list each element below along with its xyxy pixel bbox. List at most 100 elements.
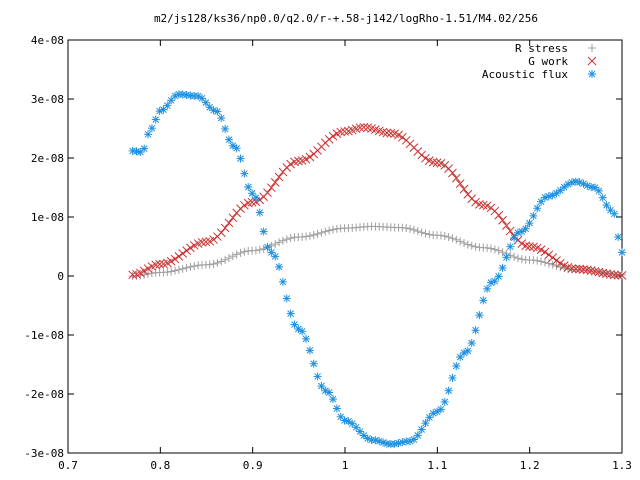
data-point [217,114,226,123]
data-point [483,243,492,252]
data-point [463,346,472,355]
data-point [201,98,210,107]
data-point [282,235,291,244]
data-point [155,107,164,116]
data-point [232,250,241,259]
data-point [174,265,183,274]
data-point [533,256,542,265]
data-point [498,215,507,225]
x-tick-label: 0.7 [58,459,78,472]
data-point [471,326,480,335]
data-point [602,269,611,279]
data-point [240,169,249,178]
data-point [228,252,237,261]
x-tick-label: 1.3 [612,459,632,472]
data-point [232,144,241,153]
data-point [240,247,249,256]
data-point [217,257,226,266]
data-point [448,234,457,243]
data-point [144,269,153,278]
y-tick-label: 0 [57,270,64,283]
data-point [328,131,338,141]
data-point [329,395,338,404]
data-point [151,260,161,270]
data-point [617,271,627,280]
data-point [459,184,469,194]
data-point [579,264,588,274]
data-point [413,227,422,236]
data-point [510,233,519,242]
data-point [494,210,504,220]
data-point [336,412,345,421]
data-point [478,200,488,210]
legend-label: G work [528,55,568,68]
data-point [278,236,287,245]
data-point [228,141,237,150]
data-point [305,346,314,355]
data-point [409,435,418,444]
data-point [255,208,264,217]
data-point [475,311,484,320]
data-point [321,227,330,236]
legend-label: Acoustic flux [482,68,568,81]
data-point [270,178,280,187]
data-point [402,224,411,233]
data-point [274,172,284,182]
data-point [209,259,218,268]
data-point [271,240,280,249]
data-point [236,248,245,257]
data-point [529,211,538,220]
y-tick-label: -1e-08 [24,329,64,342]
data-point [540,258,549,267]
data-point [201,237,211,247]
x-tick-label: 0.8 [150,459,170,472]
data-point [463,240,472,249]
data-point [444,233,453,242]
data-point [236,154,245,163]
data-point [197,237,207,247]
data-point [544,259,553,268]
data-point [174,252,184,261]
data-point [460,238,469,247]
data-point [170,254,180,264]
data-point [163,268,172,277]
data-point [263,188,272,197]
data-point [305,152,315,162]
data-point [614,233,623,242]
data-point [440,397,449,406]
data-point [552,256,561,265]
data-point [510,252,519,261]
data-point [324,134,334,144]
data-point [513,228,522,237]
data-point [536,245,546,255]
data-point [317,382,326,391]
data-point [251,193,260,202]
data-point [606,270,615,279]
data-point [182,263,191,272]
data-point [259,227,268,236]
data-point [275,238,284,247]
data-point [313,229,322,238]
data-point [167,96,176,105]
data-point [582,265,592,275]
data-point [209,106,218,115]
data-point [275,262,284,271]
data-point [386,128,396,138]
data-point [325,226,334,235]
data-point [613,270,623,280]
chart-title: m2/js128/ks36/np0.0/q2.0/r-+.58-j142/log… [154,12,538,25]
data-point [325,388,334,397]
data-point [209,235,218,244]
data-point [440,232,449,241]
data-point [167,267,176,276]
data-point [451,173,461,183]
data-point [552,261,561,270]
y-tick-label: 1e-08 [31,211,64,224]
data-point [186,262,195,271]
x-tick-label: 1.2 [520,459,540,472]
x-axis: 0.7 0.8 0.9 1 1.1 1.2 1.3 [58,40,632,472]
data-point [155,259,164,269]
series-acoustic-flux [128,90,626,449]
